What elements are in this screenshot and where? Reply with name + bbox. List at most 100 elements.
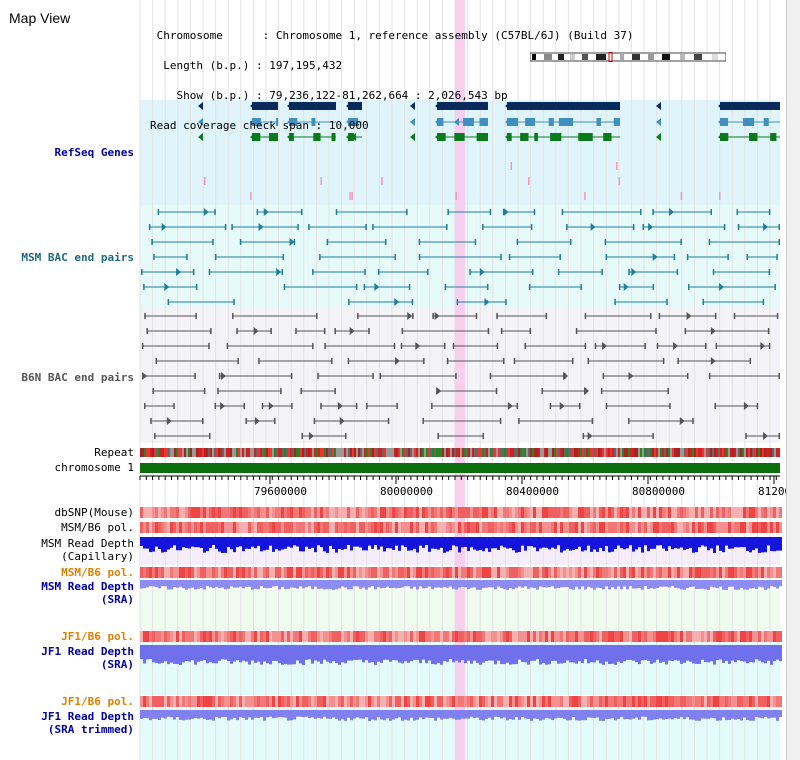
jf1-pol-trim-heat-cell — [557, 696, 560, 707]
b6n-bac-end-mark — [300, 388, 302, 394]
msm-sra-depth-bar — [530, 580, 533, 588]
msm-pol-heat-cell — [200, 522, 203, 533]
jf1-trim-depth-bar — [467, 710, 470, 719]
axis-tick-label: 79600000 — [254, 485, 307, 498]
msm-sra-depth-bar — [416, 580, 419, 590]
jf1-sra-depth-bar — [221, 645, 224, 660]
jf1-pol-trim-heat-cell — [746, 696, 749, 707]
repeat-segment — [308, 448, 310, 457]
b6n-bac-end-mark — [366, 403, 368, 409]
msm-pol-heat-cell — [602, 522, 605, 533]
repeat-segment — [232, 448, 234, 457]
jf1-trim-depth-bar — [344, 710, 347, 721]
vertical-scrollbar[interactable] — [786, 0, 800, 760]
jf1-sra-depth-bar — [329, 645, 332, 664]
msm-sra-depth-bar — [185, 580, 188, 590]
msm-bac-end-mark — [208, 269, 211, 275]
msm-capillary-depth-bar — [722, 537, 725, 553]
jf1-sra-depth-bar — [314, 645, 317, 661]
msm-capillary-depth-bar — [692, 537, 695, 553]
jf1-pol-trim-heat-cell — [440, 696, 443, 707]
msm-sra-depth-bar — [638, 580, 641, 588]
jf1-trim-depth-bar — [296, 710, 299, 717]
msm-capillary-depth-bar — [710, 537, 713, 549]
repeat-segment — [746, 448, 748, 457]
jf1-pol-heat-cell — [188, 631, 191, 642]
repeat-segment — [524, 448, 526, 457]
dbsnp-heat-cell — [572, 507, 575, 518]
b6n-bac-end-mark — [524, 343, 526, 349]
jf1-sra-depth-bar — [605, 645, 608, 662]
msm-capillary-depth-bar — [377, 537, 380, 550]
msm-capillary-depth-bar — [485, 537, 488, 549]
msm-pol-sra-heat-cell — [302, 567, 305, 578]
dbsnp-heat-cell — [482, 507, 485, 518]
msm-capillary-depth-bar — [755, 537, 758, 549]
jf1-trim-depth-bar — [491, 710, 494, 720]
b6n-bac-end-mark — [210, 328, 212, 334]
dbsnp-heat-cell — [593, 507, 596, 518]
msm-pol-heat-cell — [623, 522, 626, 533]
jf1-pol-heat-cell — [281, 631, 284, 642]
axis-tick-label: 80400000 — [506, 485, 559, 498]
dbsnp-heat-cell — [686, 507, 689, 518]
jf1-pol-heat-cell — [371, 631, 374, 642]
msm-pol-heat-cell — [482, 522, 485, 533]
msm-sra-depth-bar — [230, 580, 233, 587]
gene-strand-arrow — [287, 118, 292, 126]
gene-strand-arrow — [198, 133, 203, 141]
msm-bac-end-mark — [712, 269, 715, 275]
msm-pol-heat-cell — [416, 522, 419, 533]
jf1-sra-depth-bar — [410, 645, 413, 662]
repeat-segment — [240, 448, 242, 457]
jf1-trim-depth-bar — [689, 710, 692, 720]
jf1-trim-depth-bar — [356, 710, 359, 718]
jf1-pol-trim-heat-cell — [386, 696, 389, 707]
jf1-trim-depth-bar — [524, 710, 527, 719]
coverage-line: Read coverage check span : 10,000 — [150, 119, 369, 132]
msm-pol-sra-heat-cell — [305, 567, 308, 578]
msm-sra-depth-bar — [317, 580, 320, 589]
msm-capillary-depth-bar — [641, 537, 644, 553]
chromosome-ideogram[interactable] — [530, 52, 726, 62]
msm-pol-heat-cell — [335, 522, 338, 533]
jf1-trim-depth-bar — [236, 710, 239, 721]
msm-pol-heat-cell — [644, 522, 647, 533]
jf1-pol-trim-heat-cell — [770, 696, 773, 707]
repeat-segment — [292, 448, 294, 457]
msm-pol-sra-heat-cell — [266, 567, 269, 578]
msm-pol-heat-cell — [161, 522, 164, 533]
msm-bac-end-mark — [418, 254, 421, 260]
msm-capillary-depth-bar — [260, 537, 263, 552]
msm-pol-heat-cell — [254, 522, 257, 533]
msm-bac-end-mark — [312, 269, 314, 275]
repeat-segment — [704, 448, 706, 457]
jf1-pol-heat-cell — [491, 631, 494, 642]
jf1-pol-heat-cell — [515, 631, 518, 642]
jf1-trim-depth-bar — [209, 710, 212, 720]
dbsnp-heat-cell — [359, 507, 362, 518]
jf1-trim-depth-bar — [416, 710, 419, 720]
jf1-sra-depth-bar — [152, 645, 155, 663]
b6n-bac-end-mark — [334, 328, 336, 334]
repeat-segment — [398, 448, 400, 457]
msm-bac-end-mark — [774, 284, 776, 290]
msm-sra-depth-bar — [377, 580, 380, 588]
jf1-pol-trim-heat-cell — [626, 696, 629, 707]
jf1-trim-depth-bar — [668, 710, 671, 719]
jf1-trim-depth-bar — [368, 710, 371, 721]
msm-sra-depth-bar — [206, 580, 209, 587]
dbsnp-heat-cell — [446, 507, 449, 518]
b6n-bac-end-mark — [584, 313, 587, 319]
jf1-trim-depth-bar — [740, 710, 743, 721]
repeat-segment — [456, 448, 458, 457]
jf1-pol-heat-cell — [737, 631, 740, 642]
jf1-pol-heat-cell — [524, 631, 527, 642]
msm-sra-depth-bar — [215, 580, 218, 587]
b6n-bac-end-mark — [594, 343, 597, 349]
msm-pol-heat-cell — [329, 522, 332, 533]
jf1-pol-heat-cell — [218, 631, 221, 642]
repeat-segment — [222, 448, 224, 457]
jf1-pol-trim-heat-cell — [599, 696, 602, 707]
